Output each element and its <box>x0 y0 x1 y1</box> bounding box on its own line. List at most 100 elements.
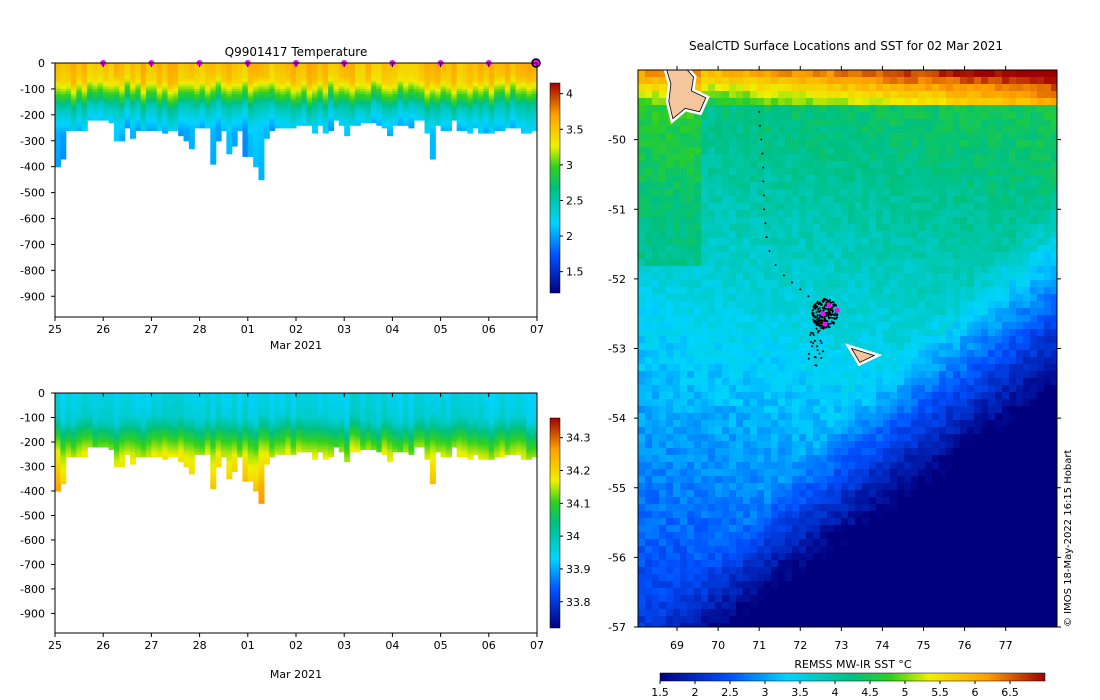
temperature-cell <box>290 109 297 113</box>
temperature-cell <box>210 94 217 98</box>
salinity-cell <box>478 422 485 426</box>
salinity-cell <box>354 422 361 426</box>
temperature-cell <box>370 107 377 111</box>
salinity-cell <box>504 437 511 441</box>
salinity-cell <box>354 449 361 453</box>
temperature-cell <box>397 117 404 121</box>
temperature-cell <box>247 117 254 121</box>
salinity-cell <box>445 415 452 419</box>
temperature-cell <box>204 99 211 103</box>
salinity-cell <box>162 395 169 399</box>
salinity-cell <box>462 417 468 421</box>
salinity-cell <box>178 437 185 441</box>
temperature-cell <box>55 125 61 129</box>
salinity-cell <box>55 427 61 431</box>
salinity-cell <box>199 429 206 433</box>
salinity-cell <box>312 446 319 450</box>
salinity-cell <box>103 424 110 428</box>
salinity-cell <box>204 449 211 453</box>
salinity-cell <box>381 449 388 453</box>
temperature-cell <box>472 78 479 82</box>
salinity-cell <box>55 471 61 475</box>
temperature-cell <box>333 88 340 93</box>
salinity-cell <box>488 410 495 414</box>
salinity-cell <box>387 459 393 463</box>
salinity-cell <box>419 434 426 438</box>
salinity-cell <box>429 410 436 414</box>
salinity-cell <box>108 437 115 441</box>
temperature-cell <box>504 70 511 74</box>
temperature-cell <box>429 148 436 152</box>
temperature-cell <box>237 70 244 74</box>
salinity-cell <box>215 397 222 401</box>
temperature-cell <box>408 78 415 82</box>
temperature-cell <box>526 75 533 80</box>
temperature-cell <box>526 63 533 67</box>
salinity-cell <box>312 449 319 453</box>
salinity-cell <box>306 407 313 411</box>
salinity-cell <box>183 417 190 421</box>
temperature-cell <box>119 99 126 103</box>
salinity-cell <box>296 449 302 453</box>
salinity-cell <box>408 412 415 416</box>
salinity-cell <box>472 407 479 411</box>
temperature-cell <box>408 104 415 108</box>
temperature-cell <box>296 94 302 98</box>
salinity-cell <box>435 393 442 397</box>
temperature-cell <box>162 96 169 100</box>
salinity-cell <box>376 412 383 416</box>
salinity-cell <box>183 437 190 441</box>
salinity-cell <box>526 405 533 409</box>
salinity-cell <box>279 410 286 414</box>
salinity-cell <box>183 427 190 431</box>
temperature-cell <box>60 117 67 121</box>
temperature-cell <box>483 83 490 87</box>
temperature-cell <box>247 96 254 100</box>
temperature-cell <box>81 125 88 129</box>
salinity-cell <box>247 476 254 480</box>
salinity-cell <box>504 415 511 419</box>
salinity-cell <box>269 407 276 411</box>
salinity-cell <box>429 437 436 441</box>
temperature-cell <box>472 73 479 77</box>
salinity-cell <box>178 434 185 438</box>
temperature-cell <box>113 127 120 131</box>
temperature-cell <box>253 156 260 160</box>
temperature-cell <box>531 68 537 72</box>
temperature-cell <box>488 127 495 131</box>
salinity-cell <box>370 446 377 450</box>
salinity-cell <box>467 400 474 404</box>
salinity-cell <box>162 407 169 411</box>
salinity-cell <box>253 488 260 492</box>
temperature-cell <box>354 91 361 95</box>
temperature-cell <box>199 122 206 126</box>
temperature-cell <box>429 78 436 82</box>
salinity-cell <box>204 402 211 406</box>
salinity-cell <box>253 432 260 436</box>
salinity-cell <box>445 424 452 428</box>
salinity-cell <box>113 444 120 448</box>
salinity-cell <box>253 478 260 482</box>
salinity-cell <box>478 393 485 397</box>
temperature-cell <box>60 91 67 95</box>
salinity-cell <box>279 429 286 433</box>
salinity-cell <box>290 407 297 411</box>
temperature-cell <box>376 78 383 82</box>
temperature-cell <box>435 91 442 95</box>
temperature-cell <box>65 63 72 67</box>
salinity-cell <box>188 456 195 460</box>
salinity-cell <box>333 395 340 399</box>
salinity-cell <box>467 456 474 460</box>
salinity-cell <box>167 407 174 411</box>
salinity-cell <box>354 407 361 411</box>
temperature-cell <box>258 135 265 139</box>
temperature-cell <box>381 65 388 69</box>
salinity-cell <box>279 451 286 455</box>
temperature-cell <box>322 91 329 95</box>
temperature-cell <box>317 99 324 103</box>
temperature-cell <box>387 122 393 126</box>
temperature-cell <box>301 96 308 100</box>
salinity-cell <box>344 400 351 404</box>
salinity-cell <box>365 441 372 446</box>
temperature-cell <box>344 75 351 80</box>
